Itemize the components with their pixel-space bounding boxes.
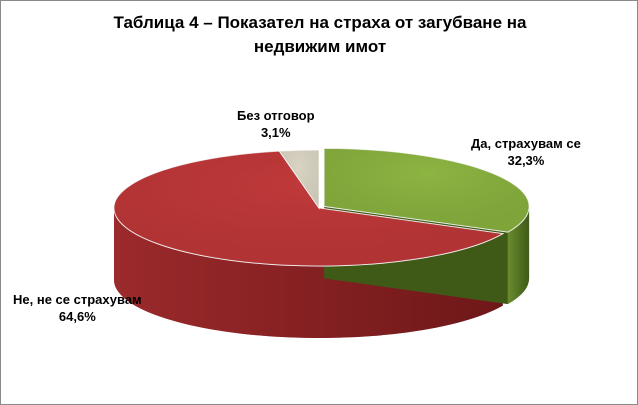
slice-label-no-answer-value: 3,1% bbox=[260, 125, 291, 140]
chart-title-line-1: Таблица 4 – Показател на страха от загуб… bbox=[113, 13, 527, 32]
slice-label-yes-name: Да, страхувам се bbox=[471, 136, 581, 151]
slice-label-no-answer-name: Без отговор bbox=[237, 108, 315, 123]
slice-yes-top-shade bbox=[324, 148, 530, 233]
chart-title-line-2: недвижим имот bbox=[253, 37, 387, 56]
slice-label-no-answer: Без отговор 3,1% bbox=[237, 107, 315, 141]
slice-no-top-shade bbox=[113, 151, 503, 267]
slice-no-answer-top-shade bbox=[279, 150, 319, 208]
chart-title: Таблица 4 – Показател на страха от загуб… bbox=[1, 11, 638, 59]
slice-label-yes: Да, страхувам се 32,3% bbox=[471, 135, 581, 169]
slice-no-wall-shade bbox=[114, 208, 503, 338]
slice-label-no-value: 64,6% bbox=[58, 309, 96, 324]
slice-label-yes-value: 32,3% bbox=[507, 153, 545, 168]
slice-label-no-name: Не, не се страхувам bbox=[13, 292, 142, 307]
slice-yes-wall-shade bbox=[507, 206, 530, 305]
slice-label-no: Не, не се страхувам 64,6% bbox=[13, 291, 142, 325]
